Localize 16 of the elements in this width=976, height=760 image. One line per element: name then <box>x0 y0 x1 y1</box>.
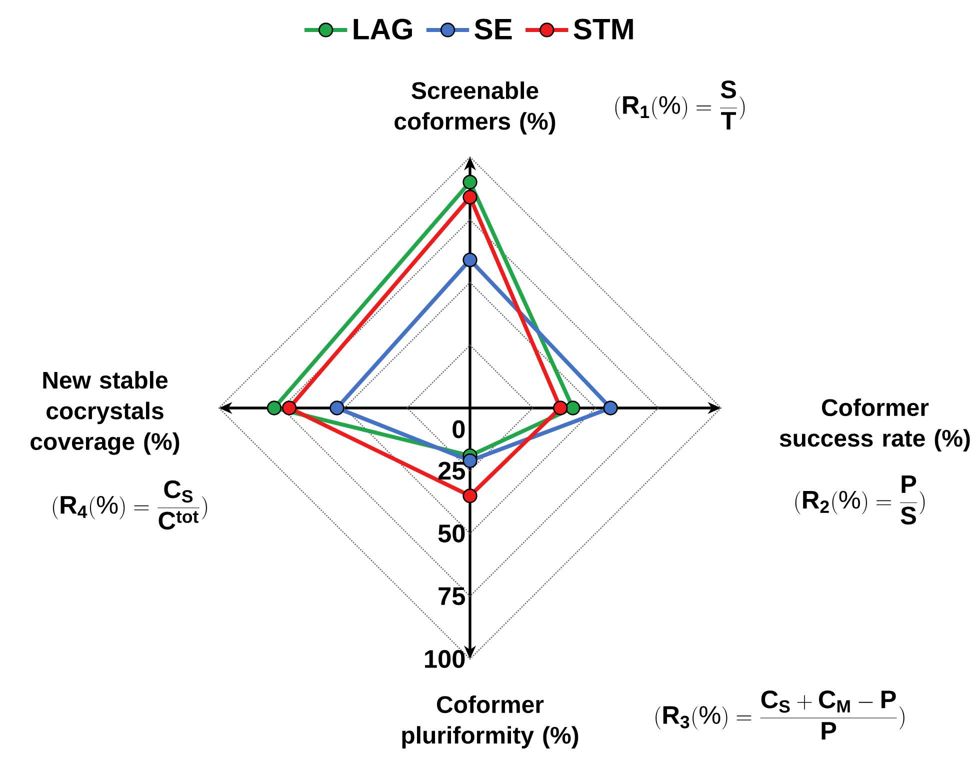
spoke-label: Coformer success rate (%) <box>780 398 970 452</box>
text: $(\mathbf{R_3}(\%) = \frac{\mathbf{C_S} + \mathbf{C_M} - \mathbf{P}}{\mathbf{P}})$ <box>656 690 904 740</box>
y-tick-label: 100 <box>425 650 465 668</box>
spoke-label: Screenable coformers (%) <box>394 81 556 135</box>
text: $(\mathbf{R_1}(\%) = \frac{\mathbf{S}}{\mathbf{T}})$ <box>615 80 745 130</box>
y-tick-label: 25 <box>438 462 466 480</box>
y-tick-label: 75 <box>438 587 466 606</box>
legend-label: SE <box>474 18 512 40</box>
legend-label: LAG <box>354 18 412 40</box>
y-tick-label: 0 <box>452 420 465 438</box>
text: $(\mathbf{R_4}(\%) = \frac{\mathbf{C_S}}{\mathbf{C^{tot}}})$ <box>52 480 207 530</box>
legend-label: STM <box>574 18 633 40</box>
spoke-label: Coformer pluriformity (%) <box>402 695 578 748</box>
text: $(\mathbf{R_2}(\%) = \frac{\mathbf{P}}{\mathbf{S}})$ <box>795 475 925 525</box>
spoke-label: New stable cocrystals coverage (%) <box>30 371 180 455</box>
y-tick-label: 50 <box>438 524 465 542</box>
